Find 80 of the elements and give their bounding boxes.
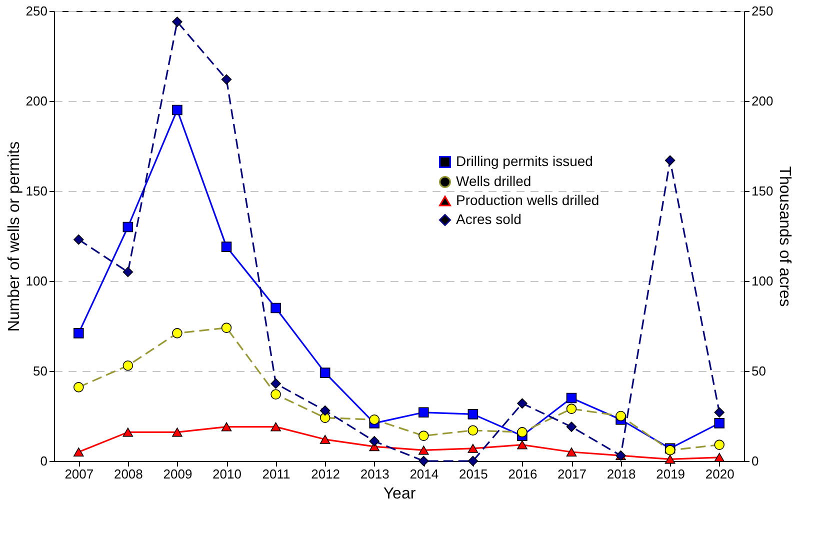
legend-label: Acres sold: [456, 211, 522, 227]
point: [122, 222, 134, 232]
y2-tick-label: 50: [752, 364, 766, 378]
point: [74, 328, 84, 338]
point: [221, 422, 232, 432]
point: [714, 452, 724, 462]
x-tick-label: 2007: [64, 466, 94, 482]
point: [418, 407, 429, 418]
point: [74, 234, 84, 245]
x-tick-label: 2008: [114, 466, 143, 482]
point: [517, 440, 528, 450]
x-tick-label: 2012: [311, 466, 340, 482]
y2-axis-title: Thousands of acres: [776, 166, 794, 307]
point: [664, 454, 676, 464]
point: [566, 422, 577, 432]
y-tick-label: 250: [26, 4, 48, 18]
x-tick-label: 2018: [606, 466, 636, 482]
point: [74, 447, 84, 457]
legend-label: Production wells drilled: [456, 192, 600, 208]
x-tick-label: 2020: [705, 466, 734, 482]
point: [468, 444, 478, 453]
x-tick-label: 2017: [558, 466, 586, 482]
x-tick-label: 2019: [656, 466, 686, 482]
y2-tick-label: 250: [752, 4, 774, 18]
x-tick-label: 2014: [410, 466, 439, 482]
x-tick-label: 2009: [163, 466, 192, 482]
point: [418, 456, 429, 466]
x-axis-title: Year: [383, 486, 416, 502]
point: [172, 428, 182, 437]
point: [122, 428, 134, 437]
point: [468, 456, 478, 466]
point: [468, 409, 478, 420]
point: [418, 446, 429, 455]
point: [270, 422, 281, 432]
point: [714, 407, 724, 418]
point: [270, 389, 281, 400]
point: [369, 436, 380, 446]
y2-tick-label: 150: [752, 184, 774, 198]
point: [122, 266, 134, 278]
x-tick-label: 2015: [458, 466, 488, 482]
point: [664, 155, 676, 166]
y-tick-label: 150: [26, 184, 48, 198]
point: [566, 404, 577, 414]
x-tick-label: 2010: [212, 466, 242, 482]
point: [418, 430, 429, 441]
point: [468, 425, 478, 436]
point: [714, 440, 724, 450]
point: [320, 405, 330, 416]
y2-tick-label: 0: [752, 454, 759, 468]
point: [221, 74, 232, 85]
y2-tick-label: 100: [752, 274, 774, 288]
point: [517, 398, 528, 409]
point: [172, 104, 182, 116]
point: [122, 360, 134, 371]
x-tick-label: 2013: [360, 466, 390, 482]
point: [221, 322, 232, 333]
y-tick-label: 200: [26, 94, 48, 108]
legend-label: Wells drilled: [456, 173, 532, 189]
legend-label: Drilling permits issued: [456, 153, 593, 169]
point: [270, 378, 281, 389]
point: [517, 427, 528, 438]
y-tick-label: 0: [40, 454, 48, 468]
point: [566, 392, 577, 404]
y-tick-label: 100: [26, 274, 48, 288]
y-axis-title: Number of wells or permits: [6, 141, 23, 332]
point: [369, 414, 380, 425]
point: [616, 410, 626, 422]
x-tick-label: 2016: [508, 466, 538, 482]
y-tick-label: 50: [33, 364, 48, 378]
point: [270, 302, 281, 314]
point: [172, 328, 182, 338]
point: [714, 418, 724, 428]
point: [172, 16, 182, 27]
x-tick-label: 2011: [262, 466, 290, 482]
point: [566, 447, 577, 457]
point: [320, 368, 330, 378]
point: [320, 434, 330, 444]
point: [221, 242, 232, 252]
point: [74, 382, 84, 392]
y2-tick-label: 200: [752, 94, 774, 108]
